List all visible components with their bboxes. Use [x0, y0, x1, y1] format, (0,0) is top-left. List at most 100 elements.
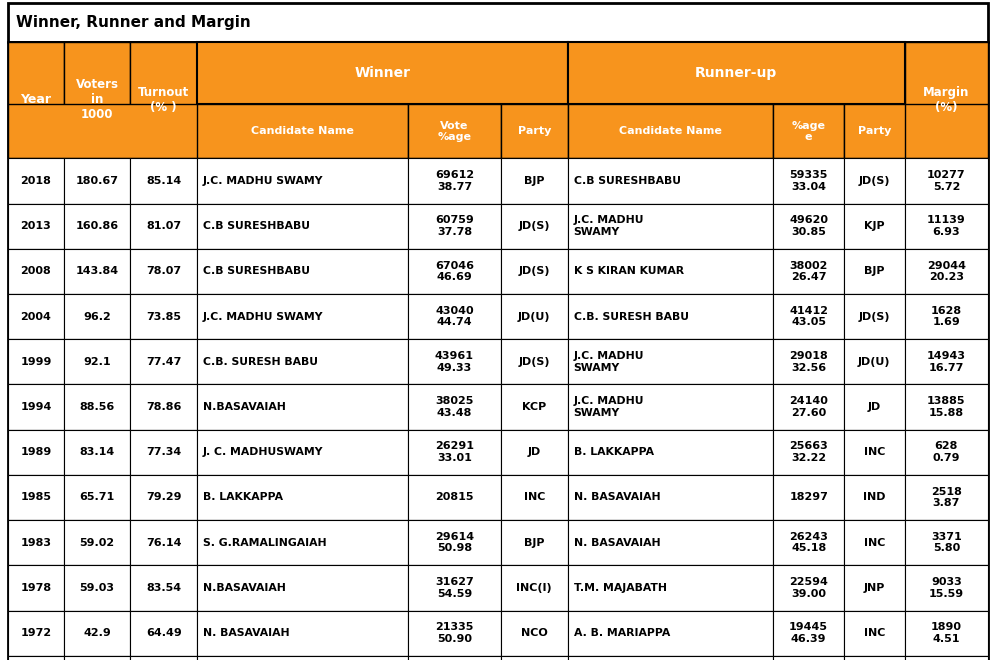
Text: IND: IND [864, 492, 885, 502]
Bar [568, 565, 774, 611]
Text: J.C. MADHU
SWAMY: J.C. MADHU SWAMY [574, 351, 644, 373]
Bar [568, 104, 774, 158]
Bar [8, 656, 64, 660]
Bar [904, 42, 988, 158]
Bar [8, 656, 988, 660]
Text: 24140
27.60: 24140 27.60 [789, 396, 828, 418]
Text: 26243
45.18: 26243 45.18 [789, 532, 828, 554]
Bar [8, 610, 64, 656]
Text: J. C. MADHUSWAMY: J. C. MADHUSWAMY [203, 447, 324, 457]
Bar [904, 158, 988, 203]
Text: JD(U): JD(U) [518, 312, 551, 321]
Text: Winner, Runner and Margin: Winner, Runner and Margin [16, 15, 251, 30]
Bar [501, 565, 568, 611]
Text: 88.56: 88.56 [80, 402, 115, 412]
Bar [8, 384, 988, 430]
Text: 96.2: 96.2 [84, 312, 111, 321]
Bar [197, 158, 407, 203]
Text: Party: Party [858, 126, 891, 137]
Bar [8, 249, 64, 294]
Text: INC: INC [864, 538, 885, 548]
Text: INC: INC [524, 492, 545, 502]
Bar [130, 158, 197, 203]
Bar [8, 565, 64, 611]
Text: N. BASAVAIAH: N. BASAVAIAH [203, 628, 290, 638]
Text: 31627
54.59: 31627 54.59 [435, 577, 474, 599]
Bar [844, 475, 904, 520]
Bar [407, 294, 501, 339]
Bar [407, 565, 501, 611]
Text: 38002
26.47: 38002 26.47 [790, 261, 828, 282]
Text: 1628
1.69: 1628 1.69 [931, 306, 962, 327]
Bar [197, 339, 407, 384]
Bar [568, 656, 774, 660]
Text: 2013: 2013 [21, 221, 51, 231]
Text: 77.34: 77.34 [146, 447, 181, 457]
Bar [64, 339, 130, 384]
Text: Voters
in
1000: Voters in 1000 [76, 79, 119, 121]
Bar [904, 294, 988, 339]
Bar [407, 656, 501, 660]
Bar [197, 104, 407, 158]
Text: NCO: NCO [521, 628, 548, 638]
Text: 628
0.79: 628 0.79 [932, 442, 960, 463]
Text: 78.07: 78.07 [146, 267, 181, 277]
Text: 78.86: 78.86 [146, 402, 181, 412]
Bar [407, 610, 501, 656]
Bar [8, 475, 988, 520]
Bar [904, 249, 988, 294]
Bar [8, 158, 64, 203]
Bar [568, 430, 774, 475]
Text: BJP: BJP [524, 176, 545, 186]
Bar [904, 565, 988, 611]
Text: N. BASAVAIAH: N. BASAVAIAH [574, 492, 660, 502]
Bar [130, 565, 197, 611]
Text: A. B. MARIAPPA: A. B. MARIAPPA [574, 628, 670, 638]
Bar [8, 339, 64, 384]
Text: 1999: 1999 [20, 357, 52, 367]
Text: 26291
33.01: 26291 33.01 [435, 442, 474, 463]
Bar [501, 384, 568, 430]
Bar [774, 384, 844, 430]
Bar [501, 203, 568, 249]
Text: B. LAKKAPPA: B. LAKKAPPA [203, 492, 283, 502]
Bar [844, 339, 904, 384]
Text: T.M. MAJABATH: T.M. MAJABATH [574, 583, 666, 593]
Bar [64, 42, 130, 158]
Text: 60759
37.78: 60759 37.78 [435, 215, 474, 237]
Bar [130, 339, 197, 384]
Text: 77.47: 77.47 [146, 357, 181, 367]
Text: 11139
6.93: 11139 6.93 [927, 215, 966, 237]
Text: KCP: KCP [522, 402, 547, 412]
Bar [501, 430, 568, 475]
Text: 14943
16.77: 14943 16.77 [927, 351, 966, 373]
Text: 2004: 2004 [21, 312, 52, 321]
Bar [64, 520, 130, 565]
Bar [197, 610, 407, 656]
Bar [8, 158, 988, 203]
Bar [844, 203, 904, 249]
Text: 83.14: 83.14 [80, 447, 115, 457]
Bar [8, 104, 988, 158]
Bar [501, 104, 568, 158]
Text: Vote
%age: Vote %age [437, 121, 471, 142]
Bar [64, 294, 130, 339]
Text: JD(U): JD(U) [859, 357, 890, 367]
Text: INC: INC [864, 628, 885, 638]
Text: INC: INC [864, 447, 885, 457]
Bar [197, 294, 407, 339]
Text: JD(S): JD(S) [859, 176, 890, 186]
Bar [774, 339, 844, 384]
Text: 85.14: 85.14 [146, 176, 181, 186]
Bar [774, 294, 844, 339]
Text: 1983: 1983 [20, 538, 52, 548]
Bar [407, 475, 501, 520]
Text: JD(S): JD(S) [519, 221, 550, 231]
Bar [774, 430, 844, 475]
Text: 64.49: 64.49 [146, 628, 181, 638]
Bar [774, 656, 844, 660]
Bar [501, 294, 568, 339]
Bar [774, 104, 844, 158]
Bar [8, 430, 988, 475]
Bar [130, 249, 197, 294]
